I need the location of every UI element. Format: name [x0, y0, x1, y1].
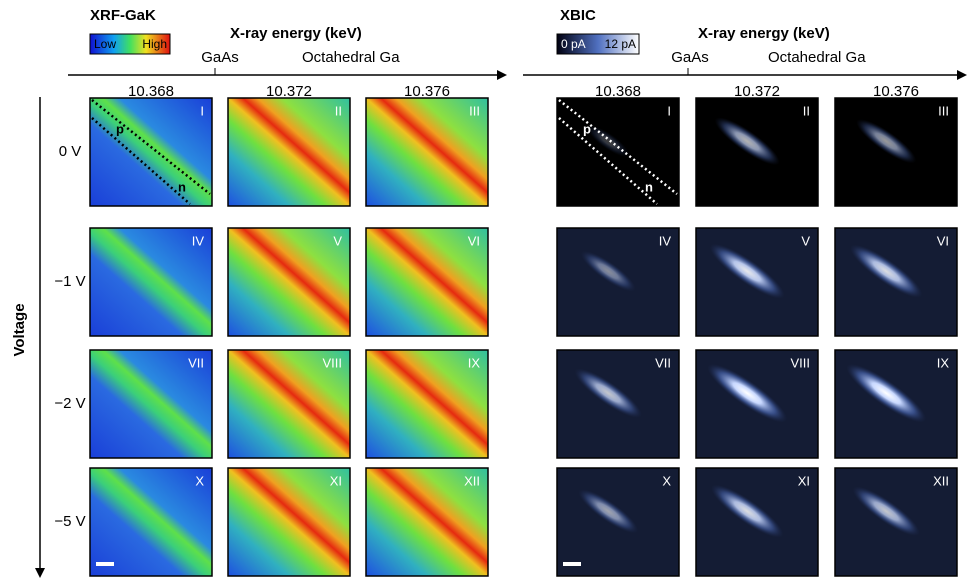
panel — [557, 468, 679, 576]
region-label: n — [645, 179, 653, 194]
panel-label: VII — [188, 355, 204, 370]
panel-label: VIII — [322, 355, 342, 370]
panel-label: XII — [464, 473, 480, 488]
panel-label: IX — [468, 355, 481, 370]
map-image — [228, 228, 350, 336]
scale-bar — [563, 562, 581, 566]
panel-label: XI — [330, 473, 342, 488]
panel-label: X — [195, 473, 204, 488]
panel — [696, 228, 818, 336]
panel-label: XII — [933, 473, 949, 488]
annotation: Octahedral Ga — [302, 49, 400, 66]
xbic-title: XBIC — [560, 7, 596, 24]
colorbar-low: Low — [94, 37, 116, 51]
figure: XRF-GaK Low High X-ray energy (keV) GaAs… — [0, 0, 967, 578]
axis-title: X-ray energy (keV) — [230, 25, 362, 42]
map-image — [90, 468, 212, 576]
region-label: p — [583, 121, 591, 136]
panel-label: IV — [659, 233, 672, 248]
map-image — [228, 98, 350, 206]
scale-bar — [96, 562, 114, 566]
panel-label: IX — [937, 355, 950, 370]
panel-label: I — [200, 103, 204, 118]
annotation: GaAs — [201, 49, 239, 66]
panel-label: II — [803, 103, 810, 118]
panel — [228, 228, 350, 336]
panel — [228, 98, 350, 206]
voltage-label: 0 V — [59, 143, 82, 160]
region-label: p — [116, 121, 124, 136]
panel — [90, 468, 212, 576]
xrf-title: XRF-GaK — [90, 7, 156, 24]
colorbar-high: High — [142, 37, 167, 51]
panel-label: III — [938, 103, 949, 118]
voltage-label: −5 V — [54, 513, 85, 530]
panel-label: IV — [192, 233, 205, 248]
voltage-label: −1 V — [54, 273, 85, 290]
annotation: GaAs — [671, 49, 709, 66]
panel — [696, 98, 818, 206]
panel-label: VII — [655, 355, 671, 370]
panel-label: VI — [468, 233, 480, 248]
annotation: Octahedral Ga — [768, 49, 866, 66]
panel-label: VIII — [790, 355, 810, 370]
panel-label: VI — [937, 233, 949, 248]
panel-label: V — [333, 233, 342, 248]
panel-label: X — [662, 473, 671, 488]
colorbar-low: 0 pA — [561, 37, 586, 51]
panel-label: I — [667, 103, 671, 118]
axis-title: X-ray energy (keV) — [698, 25, 830, 42]
voltage-label: −2 V — [54, 395, 85, 412]
panel-label: III — [469, 103, 480, 118]
region-label: n — [178, 179, 186, 194]
panel-label: II — [335, 103, 342, 118]
panel-label: XI — [798, 473, 810, 488]
colorbar-high: 12 pA — [605, 37, 636, 51]
panel-label: V — [801, 233, 810, 248]
axis-title: Voltage — [11, 303, 28, 356]
